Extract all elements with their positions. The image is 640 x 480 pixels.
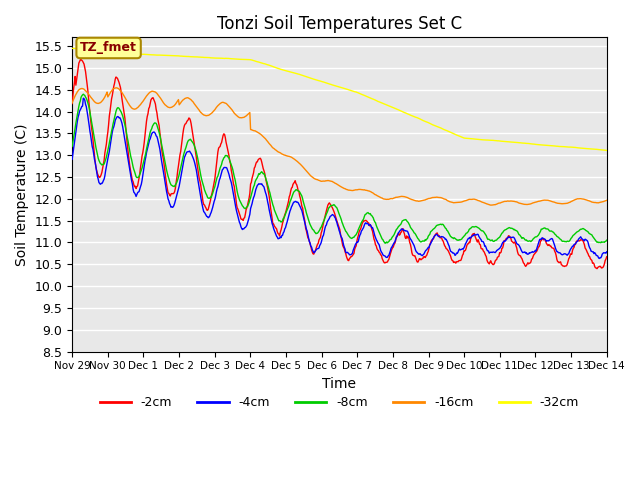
-16cm <box>78 85 86 91</box>
Line: -16cm: -16cm <box>72 88 607 205</box>
Title: Tonzi Soil Temperatures Set C: Tonzi Soil Temperatures Set C <box>217 15 462 33</box>
-32cm <box>603 147 611 153</box>
-8cm <box>134 175 141 180</box>
-4cm <box>188 152 196 158</box>
-8cm <box>216 165 224 171</box>
-2cm <box>603 254 611 260</box>
-4cm <box>405 232 413 238</box>
Line: -4cm: -4cm <box>72 98 607 259</box>
-2cm <box>188 125 196 131</box>
-4cm <box>595 256 603 262</box>
X-axis label: Time: Time <box>323 377 356 391</box>
-2cm <box>216 144 224 149</box>
-16cm <box>188 98 196 104</box>
-4cm <box>420 250 428 256</box>
-8cm <box>603 237 611 243</box>
-8cm <box>78 93 86 99</box>
-4cm <box>78 104 86 109</box>
Line: -8cm: -8cm <box>72 94 607 243</box>
Legend: -2cm, -4cm, -8cm, -16cm, -32cm: -2cm, -4cm, -8cm, -16cm, -32cm <box>95 391 584 414</box>
-2cm <box>405 236 413 241</box>
-16cm <box>420 197 428 203</box>
-32cm <box>78 46 86 52</box>
Text: TZ_fmet: TZ_fmet <box>80 41 137 54</box>
Y-axis label: Soil Temperature (C): Soil Temperature (C) <box>15 123 29 266</box>
Line: -2cm: -2cm <box>72 60 607 269</box>
-2cm <box>79 58 86 64</box>
-8cm <box>406 222 413 228</box>
-2cm <box>68 101 76 107</box>
-16cm <box>216 101 224 107</box>
-2cm <box>77 57 85 62</box>
-16cm <box>487 202 495 208</box>
-32cm <box>404 111 412 117</box>
-4cm <box>603 249 611 255</box>
-16cm <box>68 100 76 106</box>
-16cm <box>603 197 611 203</box>
-4cm <box>79 95 87 101</box>
-16cm <box>405 195 413 201</box>
-2cm <box>593 266 601 272</box>
-4cm <box>134 190 141 196</box>
-8cm <box>422 237 429 242</box>
Line: -32cm: -32cm <box>72 48 607 150</box>
-32cm <box>133 51 141 57</box>
-2cm <box>134 183 141 189</box>
-4cm <box>216 175 224 181</box>
-4cm <box>68 156 76 162</box>
-16cm <box>134 105 141 110</box>
-8cm <box>79 91 87 97</box>
-8cm <box>68 144 76 149</box>
-32cm <box>216 55 223 61</box>
-32cm <box>420 118 428 124</box>
-8cm <box>381 240 389 246</box>
-32cm <box>68 46 76 51</box>
-32cm <box>188 54 195 60</box>
-8cm <box>188 138 196 144</box>
-16cm <box>112 85 120 91</box>
-2cm <box>420 254 428 260</box>
